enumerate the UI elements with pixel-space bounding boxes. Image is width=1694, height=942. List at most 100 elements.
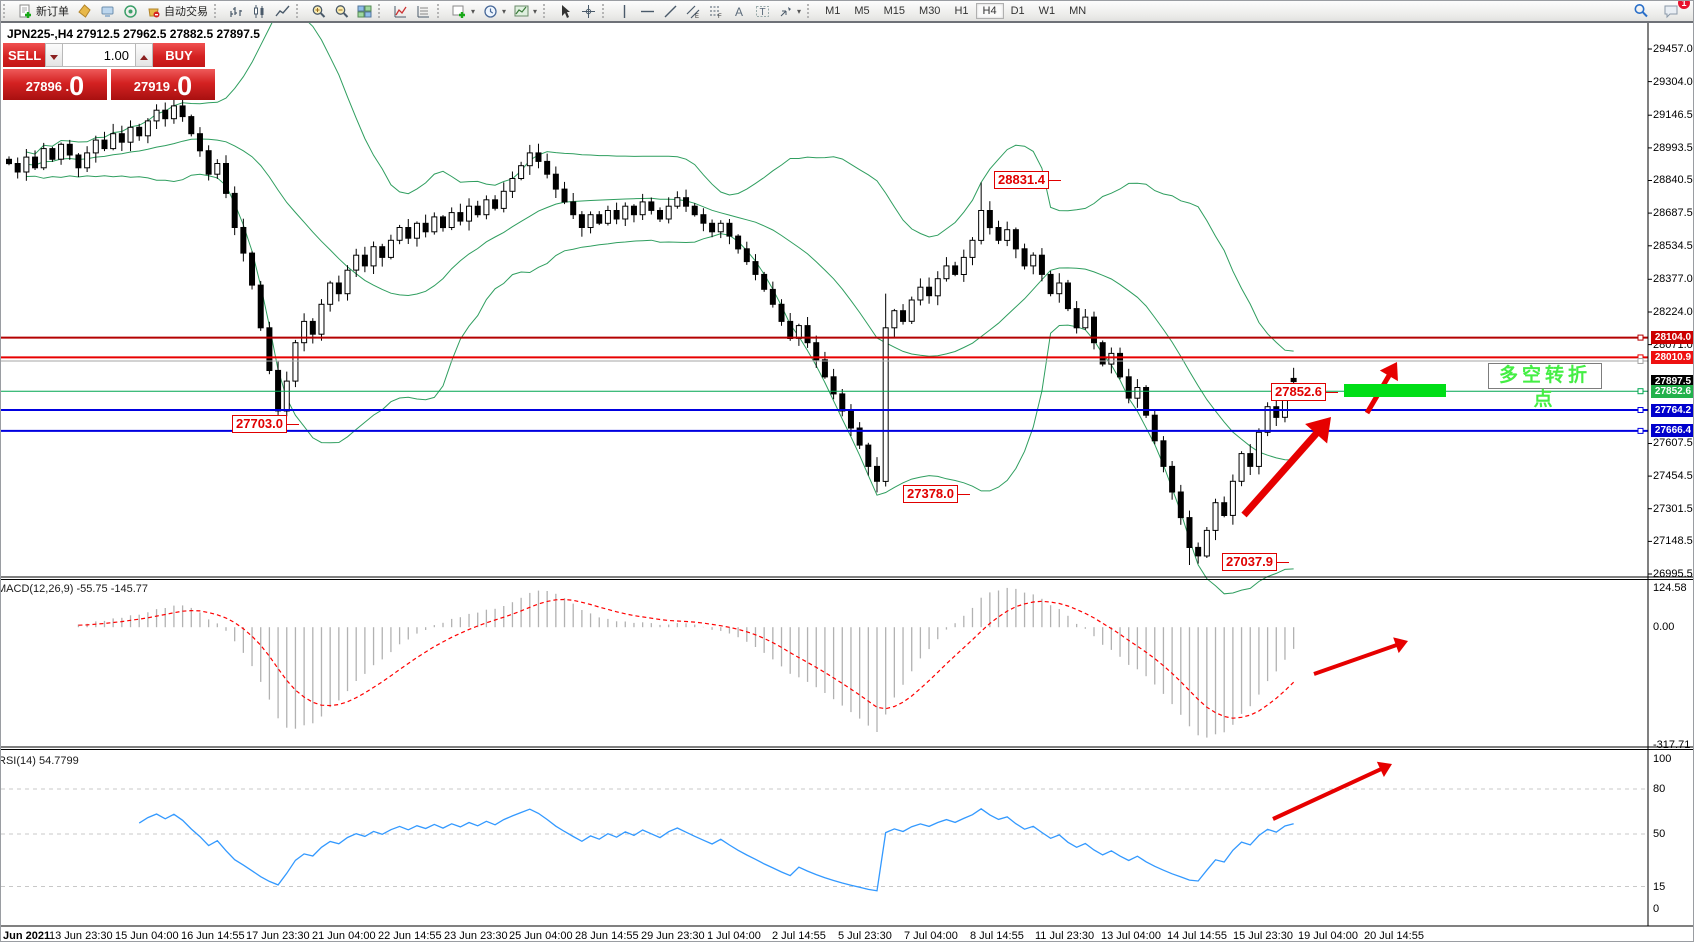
time-axis-label: 7 Jul 04:00 [904, 930, 958, 942]
vertical-line-icon [617, 4, 632, 19]
time-axis-label: 23 Jun 23:30 [444, 930, 508, 942]
fibonacci-button[interactable]: F [705, 2, 728, 20]
market-watch-button[interactable] [73, 2, 96, 20]
svg-text:A: A [735, 5, 743, 19]
new-order-icon [18, 4, 33, 19]
periods-clock-icon [483, 4, 498, 19]
timeframe-button-m5[interactable]: M5 [847, 3, 876, 19]
price-axis-badge: 28104.0 [1651, 331, 1693, 344]
indicator-list-button[interactable] [412, 2, 435, 20]
price-callout-label[interactable]: 27852.6 [1271, 383, 1338, 401]
text-label-button[interactable]: T [751, 2, 774, 20]
search-button[interactable] [1629, 2, 1653, 20]
horizontal-line-icon [640, 4, 655, 19]
triangle-up-icon [140, 54, 148, 60]
text-label-icon: T [755, 4, 770, 19]
chat-button[interactable] [1659, 2, 1683, 20]
line-chart-icon [275, 4, 290, 19]
navigator-button[interactable] [96, 2, 119, 20]
price-tick-label: 29146.5 [1653, 109, 1693, 121]
trendline-icon [663, 4, 678, 19]
periods-dropdown[interactable]: ▾ [479, 2, 510, 20]
macd-tick-label: -317.71 [1653, 739, 1691, 751]
sell-button[interactable]: SELL [3, 43, 45, 67]
line-chart-button[interactable] [271, 2, 294, 20]
cursor-button[interactable] [554, 2, 577, 20]
time-axis-label: 29 Jun 23:30 [641, 930, 705, 942]
price-callout-label[interactable]: 27703.0 [232, 415, 299, 433]
vertical-line-button[interactable] [613, 2, 636, 20]
time-axis-label: 25 Jun 04:00 [509, 930, 573, 942]
note-text-box[interactable]: 多空转折点 [1488, 363, 1602, 410]
text-button[interactable]: A [728, 2, 751, 20]
new-order-label: 新订单 [36, 6, 69, 18]
time-axis-label: 16 Jun 14:55 [181, 930, 245, 942]
horizontal-line-button[interactable] [636, 2, 659, 20]
zoom-in-icon [311, 4, 326, 19]
timeframe-button-mn[interactable]: MN [1062, 3, 1093, 19]
timeframe-button-h1[interactable]: H1 [947, 3, 975, 19]
bollinger-upper-line [26, 6, 1294, 352]
tile-windows-button[interactable] [353, 2, 376, 20]
toolbar-grip [378, 4, 387, 18]
price-tick-label: 27607.5 [1653, 437, 1693, 449]
toolbar-grip [807, 4, 816, 18]
new-order-button[interactable]: 新订单 [14, 2, 73, 20]
volume-input[interactable] [63, 43, 135, 67]
timeframe-button-m15[interactable]: M15 [877, 3, 912, 19]
bollinger-lower-line [26, 173, 1294, 595]
buy-button[interactable]: BUY [153, 43, 205, 67]
price-axis-badge: 28010.9 [1651, 351, 1693, 364]
price-callout-label[interactable]: 27037.9 [1222, 553, 1289, 571]
timeframe-button-h4[interactable]: H4 [975, 3, 1004, 19]
add-indicator-icon [452, 4, 467, 19]
price-callout-label[interactable]: 28831.4 [994, 171, 1061, 189]
timeframe-button-w1[interactable]: W1 [1032, 3, 1063, 19]
autotrading-button[interactable]: 自动交易 [142, 2, 212, 20]
equidistant-channel-icon: E [686, 4, 701, 19]
zoom-out-icon [334, 4, 349, 19]
signals-button[interactable] [119, 2, 142, 20]
sell-price-display[interactable]: 27896 .0 [3, 69, 107, 100]
toolbar-grip [214, 4, 223, 18]
highlight-rectangle[interactable] [1344, 384, 1446, 397]
price-tick-label: 28534.5 [1653, 240, 1693, 252]
cursor-icon [558, 4, 573, 19]
equidistant-channel-button[interactable]: E [682, 2, 705, 20]
search-icon [1633, 3, 1649, 19]
volume-increase-button[interactable] [135, 43, 153, 67]
rsi-tick-label: 80 [1653, 783, 1666, 795]
indicator-list-icon [416, 4, 431, 19]
bar-chart-button[interactable] [225, 2, 248, 20]
text-icon: A [732, 4, 747, 19]
timeframe-button-m1[interactable]: M1 [818, 3, 847, 19]
zoom-out-button[interactable] [330, 2, 353, 20]
price-callout-label[interactable]: 27378.0 [903, 485, 970, 503]
timeframe-button-d1[interactable]: D1 [1004, 3, 1032, 19]
price-tick-label: 28687.5 [1653, 207, 1693, 219]
rsi-levels [1, 788, 1648, 887]
trendline-button[interactable] [659, 2, 682, 20]
time-axis-label: 13 Jun 23:30 [49, 930, 113, 942]
macd-label: MACD(12,26,9) -55.75 -145.77 [0, 583, 149, 595]
time-axis-label: 13 Jul 04:00 [1101, 930, 1161, 942]
add-indicator-dropdown[interactable]: ▾ [448, 2, 479, 20]
candlestick-chart-button[interactable] [248, 2, 271, 20]
rsi-tick-label: 0 [1653, 903, 1660, 915]
crosshair-button[interactable] [577, 2, 600, 20]
price-tick-label: 28224.0 [1653, 306, 1693, 318]
time-axis-label: 15 Jun 04:00 [115, 930, 179, 942]
volume-decrease-button[interactable] [45, 43, 63, 67]
buy-price-display[interactable]: 27919 .0 [111, 69, 215, 100]
zoom-in-button[interactable] [307, 2, 330, 20]
chevron-down-icon: ▾ [502, 6, 507, 16]
indicators-button[interactable] [389, 2, 412, 20]
chart-title: JPN225-,H4 27912.5 27962.5 27882.5 27897… [7, 27, 260, 41]
arrows-dropdown[interactable]: ▾ [774, 2, 805, 20]
price-tick-label: 27301.5 [1653, 503, 1693, 515]
timeframe-button-m30[interactable]: M30 [912, 3, 947, 19]
template-dropdown[interactable]: ▾ [510, 2, 541, 20]
price-tick-label: 29304.0 [1653, 76, 1693, 88]
